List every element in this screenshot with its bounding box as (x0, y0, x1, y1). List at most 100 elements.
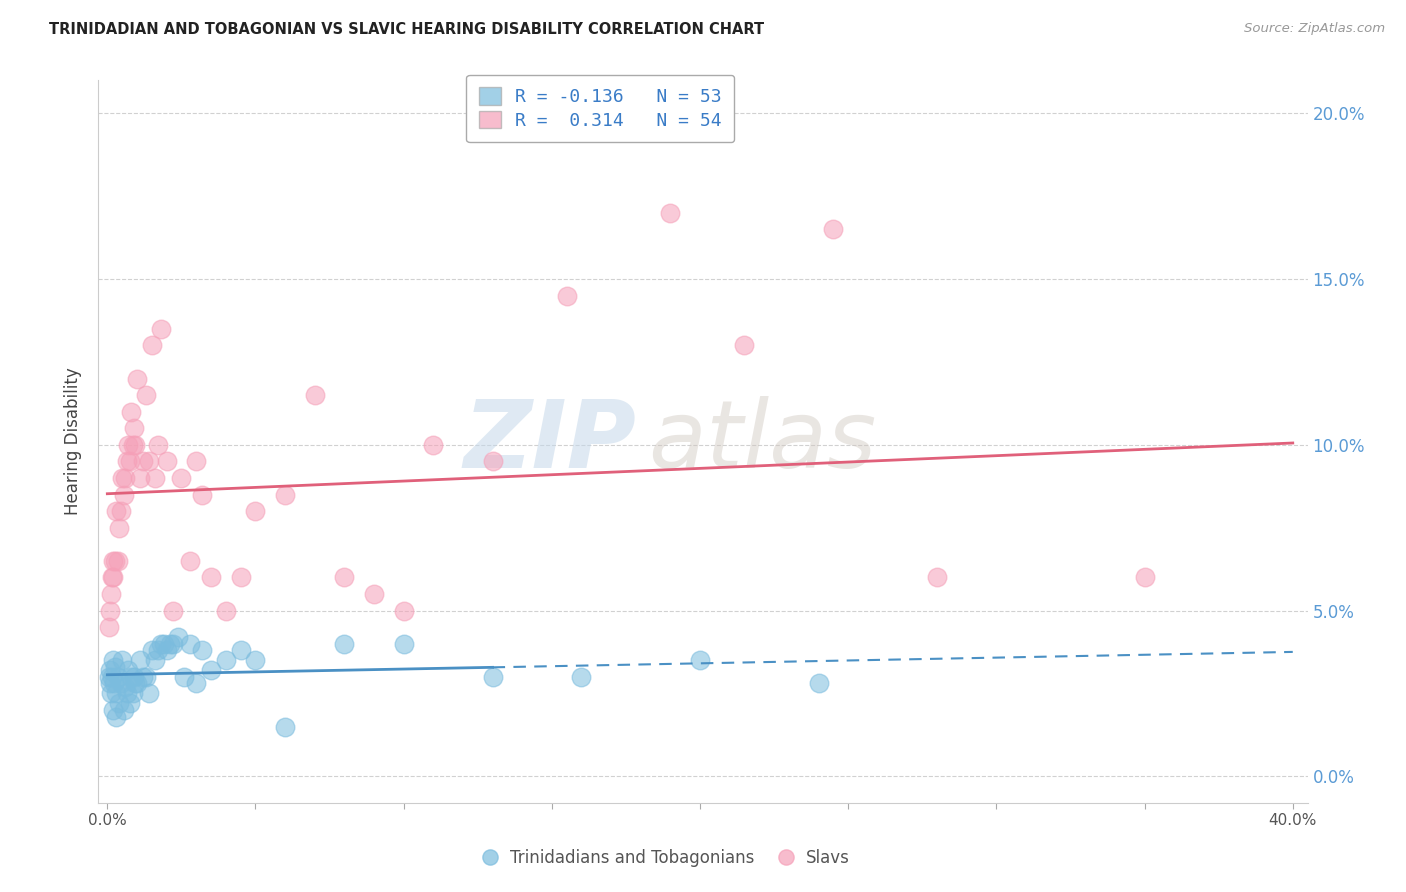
Point (124, 676, 146, 690)
Point (155, 454, 177, 468)
Point (98, 603, 121, 617)
Point (173, 670, 195, 684)
Point (120, 405, 142, 419)
Point (114, 471, 136, 485)
Point (149, 322, 172, 336)
Point (274, 487, 297, 501)
Point (100, 570, 122, 584)
Point (215, 603, 238, 617)
Point (97, 670, 120, 684)
Point (191, 643, 214, 657)
Point (100, 686, 122, 700)
Point (167, 630, 190, 644)
Point (245, 653, 267, 667)
Point (823, 222, 845, 236)
Point (481, 454, 503, 468)
Legend: Trinidadians and Tobagonians, Slavs: Trinidadians and Tobagonians, Slavs (477, 843, 856, 874)
Point (179, 637, 201, 651)
Point (659, 206, 682, 220)
Point (105, 686, 128, 700)
Point (170, 471, 193, 485)
Point (111, 471, 134, 485)
Point (141, 338, 163, 352)
Point (138, 686, 160, 700)
Point (100, 670, 122, 684)
Point (112, 703, 135, 717)
Point (304, 388, 326, 402)
Point (125, 371, 148, 385)
Point (132, 670, 155, 684)
Point (111, 653, 134, 667)
Point (115, 454, 138, 468)
Point (274, 720, 297, 734)
Point (121, 686, 143, 700)
Text: ZIP: ZIP (464, 395, 637, 488)
Point (117, 438, 139, 452)
Point (146, 643, 169, 657)
Point (101, 653, 124, 667)
Point (107, 670, 129, 684)
Point (422, 438, 444, 452)
Point (927, 570, 949, 584)
Point (108, 521, 131, 535)
Point (155, 643, 177, 657)
Point (100, 587, 122, 601)
Text: Source: ZipAtlas.com: Source: ZipAtlas.com (1244, 22, 1385, 36)
Point (122, 421, 145, 435)
Point (162, 603, 184, 617)
Point (103, 676, 125, 690)
Point (135, 670, 157, 684)
Text: atlas: atlas (648, 396, 877, 487)
Point (110, 676, 132, 690)
Point (110, 504, 132, 518)
Point (734, 338, 756, 352)
Point (104, 660, 127, 674)
Point (138, 454, 160, 468)
Point (97, 620, 120, 634)
Point (149, 637, 172, 651)
Point (125, 676, 148, 690)
Point (333, 637, 356, 651)
Point (135, 388, 157, 402)
Point (152, 637, 174, 651)
Point (143, 653, 166, 667)
Point (215, 653, 238, 667)
Point (186, 454, 208, 468)
Point (141, 643, 163, 657)
Point (555, 289, 578, 303)
Point (143, 471, 166, 485)
Point (112, 487, 135, 501)
Point (159, 637, 181, 651)
Point (200, 663, 222, 677)
Point (179, 554, 201, 568)
Point (186, 676, 208, 690)
Point (117, 663, 139, 677)
Point (1133, 570, 1156, 584)
Point (129, 471, 152, 485)
Point (392, 637, 415, 651)
Point (108, 697, 131, 711)
Point (120, 670, 142, 684)
Point (200, 570, 222, 584)
Point (98, 676, 121, 690)
Point (807, 676, 830, 690)
Point (103, 570, 125, 584)
Point (115, 686, 138, 700)
Point (392, 603, 415, 617)
Point (122, 670, 145, 684)
Point (98, 663, 121, 677)
Point (229, 570, 252, 584)
Point (245, 504, 267, 518)
Point (229, 643, 252, 657)
Point (481, 670, 503, 684)
Point (103, 703, 125, 717)
Point (333, 570, 356, 584)
Y-axis label: Hearing Disability: Hearing Disability (65, 368, 83, 516)
Point (571, 670, 593, 684)
Point (146, 438, 169, 452)
Point (121, 438, 143, 452)
Point (107, 554, 129, 568)
Point (124, 438, 146, 452)
Point (101, 554, 124, 568)
Point (363, 587, 385, 601)
